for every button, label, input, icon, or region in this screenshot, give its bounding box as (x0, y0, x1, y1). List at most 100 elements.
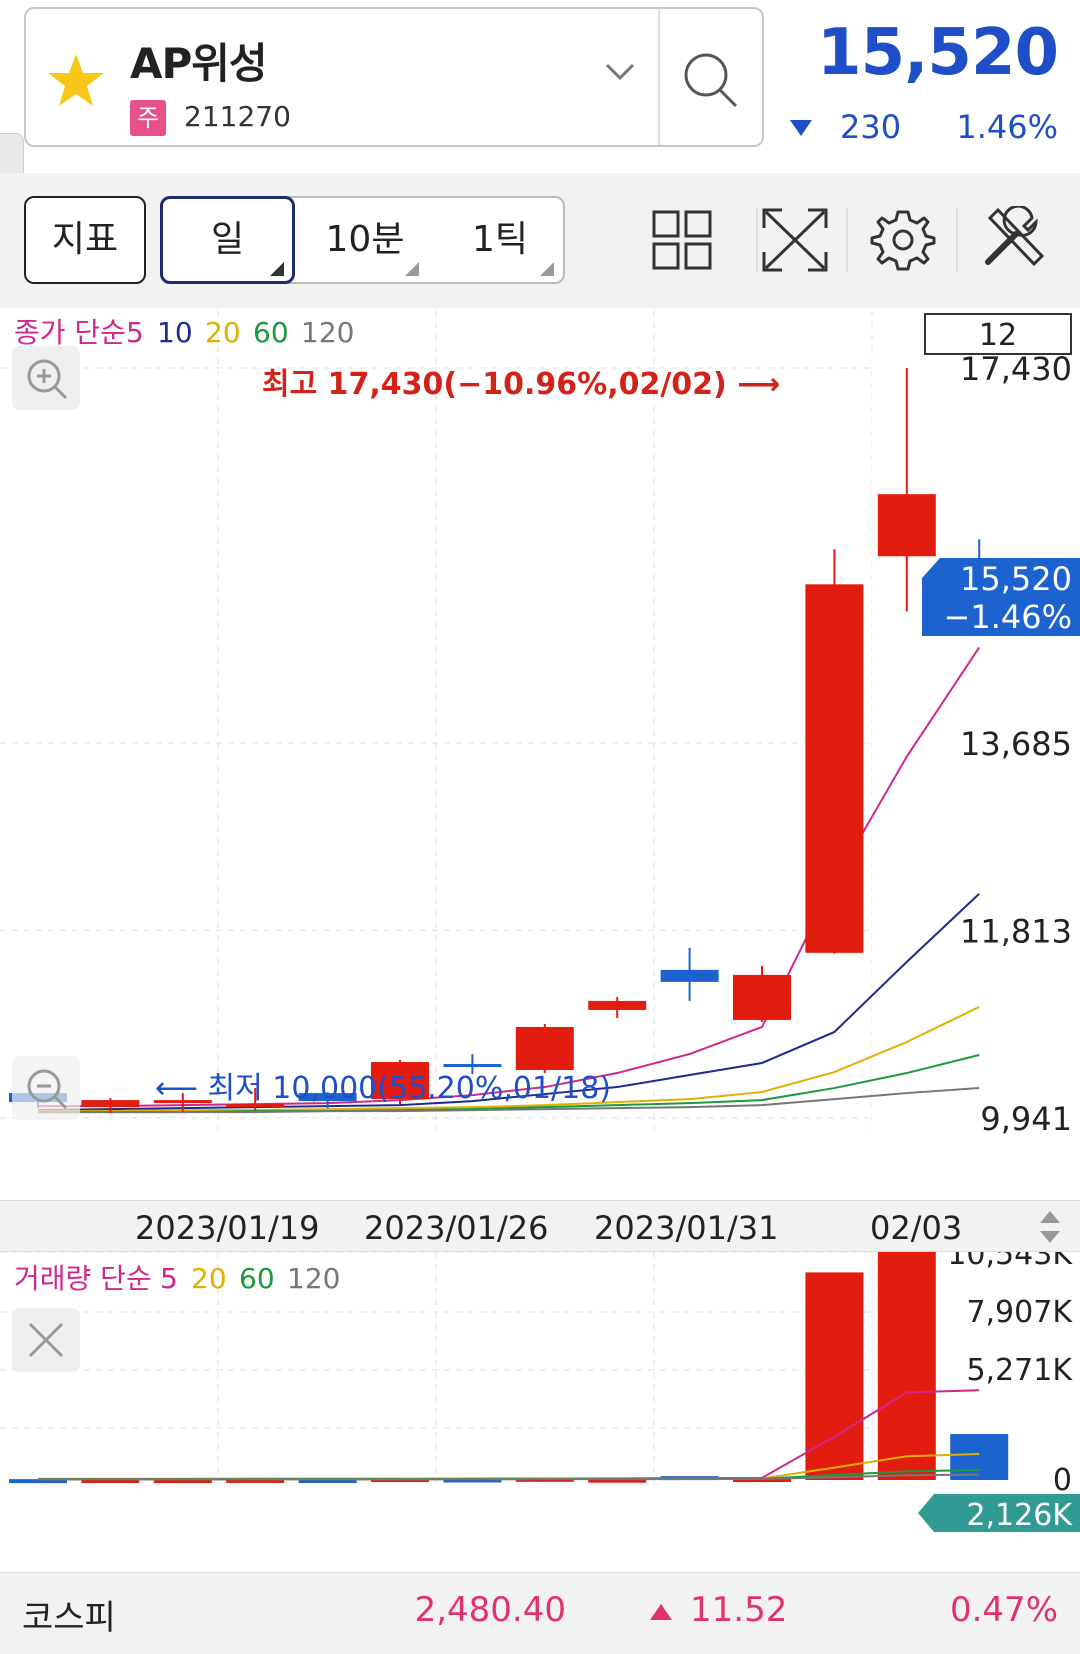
y-tick-label: 17,430 (960, 350, 1072, 388)
period-10min-button[interactable]: 10분 (325, 219, 405, 260)
toolbar-divider (846, 208, 848, 272)
divider (658, 9, 660, 145)
ma-line-20 (38, 1006, 980, 1113)
scroll-arrows-icon[interactable] (1038, 1209, 1062, 1245)
ma-legend-item: 120 (301, 316, 354, 349)
candle-body (298, 1093, 357, 1102)
index-value: 2,480.40 (414, 1590, 566, 1630)
visible-count-box[interactable] (924, 313, 1072, 355)
ma-legend-item: 60 (253, 316, 289, 349)
gear-icon[interactable] (868, 206, 938, 274)
y-tick-label: 11,813 (960, 913, 1072, 951)
price-change-percent: 1.46% (956, 108, 1058, 146)
close-volume-button[interactable] (12, 1308, 80, 1372)
volume-y-tick-label: 0 (1053, 1463, 1072, 1498)
toolbar-divider (756, 208, 758, 272)
x-tick-label: 02/03 (870, 1209, 963, 1247)
dropdown-corner-icon (540, 262, 554, 276)
indicator-button[interactable]: 지표 (24, 196, 146, 284)
ma-legend-item: 5 (126, 316, 144, 349)
volume-ma-lines (38, 1389, 980, 1481)
candles (9, 368, 1009, 1114)
ma-line-10 (37, 893, 980, 1112)
volume-bar (443, 1478, 502, 1483)
volume-bar (805, 1272, 864, 1480)
x-tick-label: 2023/01/31 (594, 1209, 779, 1247)
volume-ma-legend: 5 20 60 120 (160, 1262, 340, 1295)
ma-legend-item: 20 (205, 316, 241, 349)
x-tick-label: 2023/01/26 (364, 1209, 549, 1247)
search-icon[interactable] (660, 9, 762, 145)
candle-body (733, 974, 791, 1020)
up-triangle-icon (650, 1604, 672, 1620)
volume-bar (153, 1479, 212, 1484)
current-volume-tag: 2,126K (966, 1498, 1073, 1533)
zoom-out-button[interactable] (12, 1056, 80, 1120)
zoom-in-button[interactable] (12, 346, 80, 410)
candle-body (660, 969, 719, 982)
price-y-axis: 17,430 13,685 11,813 9,941 (960, 350, 1072, 1138)
volume-ma-legend-item: 20 (191, 1262, 227, 1295)
price-chart[interactable]: 종가 단순 5 10 20 60 120 12 최고 17,430(−10.96%,02… (0, 310, 1080, 1200)
volume-bar (9, 1479, 67, 1484)
y-tick-label: 13,685 (960, 725, 1072, 763)
index-ticker-bar[interactable] (0, 1572, 1080, 1654)
index-percent: 0.47% (949, 1590, 1058, 1630)
ma-legend-item: 10 (157, 316, 193, 349)
fullscreen-icon[interactable] (760, 206, 830, 274)
current-volume-marker: 2,126K (918, 1494, 1080, 1533)
tools-icon[interactable] (980, 206, 1050, 274)
current-price: 15,520 (817, 16, 1059, 90)
toolbar-divider (956, 208, 958, 272)
high-annotation: 최고 17,430(−10.96%,02/02) ⟶ (262, 367, 780, 402)
index-change: 11.52 (690, 1590, 788, 1630)
price-change-value: 230 (840, 108, 902, 146)
grid-layout-icon[interactable] (648, 206, 718, 274)
volume-ma-legend-item: 5 (160, 1262, 178, 1295)
volume-ma-title: 거래량 단순 (14, 1262, 152, 1295)
dropdown-corner-icon (405, 262, 419, 276)
period-1tick-button[interactable]: 1틱 (471, 219, 529, 260)
candle-body (805, 584, 864, 953)
volume-y-tick-label: 7,907K (966, 1295, 1073, 1330)
candle-body (153, 1100, 212, 1104)
volume-bar (877, 1252, 936, 1480)
volume-y-tick-label: 10,543K (947, 1252, 1073, 1272)
chevron-down-icon[interactable] (604, 60, 636, 84)
volume-bar (226, 1478, 285, 1483)
ma-line-120 (38, 1087, 980, 1114)
volume-bar (733, 1478, 791, 1483)
visible-count: 12 (979, 318, 1017, 353)
volume-ma-line-120 (38, 1473, 980, 1481)
low-annotation: ⟵ 최저 10,000(55.20%,01/18) (155, 1071, 611, 1106)
candle-body (81, 1100, 140, 1108)
candle-body (443, 1064, 502, 1068)
stock-name: AP위성 (130, 39, 268, 88)
volume-bar (81, 1479, 140, 1484)
volume-bar (950, 1434, 1009, 1480)
current-price-marker: 15,520 −1.46% (922, 558, 1080, 636)
index-name: 코스피 (22, 1598, 116, 1638)
candle-body (877, 494, 936, 557)
ma-title: 종가 단순 (14, 316, 126, 349)
down-triangle-icon (790, 120, 812, 136)
ma-legend: 5 10 20 60 120 (126, 316, 354, 349)
star-icon[interactable] (46, 52, 106, 108)
x-axis: 2023/01/19 2023/01/26 2023/01/31 02/03 (0, 1200, 1080, 1252)
current-pct-tag: −1.46% (944, 598, 1072, 636)
x-tick-label: 2023/01/19 (135, 1209, 320, 1247)
volume-y-tick-label: 5,271K (966, 1353, 1073, 1388)
volume-ma-legend-item: 60 (239, 1262, 275, 1295)
y-tick-label: 9,941 (980, 1100, 1072, 1138)
period-day-button[interactable]: 일 (160, 196, 295, 284)
market-badge: 주 (130, 100, 166, 136)
volume-bars (9, 1252, 1009, 1484)
stock-code: 211270 (184, 100, 291, 133)
volume-chart[interactable]: 거래량 단순 5 20 60 120 10,543K 7,907K 5,271K 0 2,1… (0, 1252, 1080, 1572)
dropdown-corner-icon (270, 262, 284, 276)
current-price-tag: 15,520 (960, 560, 1072, 598)
volume-bar (588, 1478, 647, 1483)
volume-ma-legend-item: 120 (287, 1262, 340, 1295)
candle-body (515, 1026, 574, 1071)
volume-y-axis: 10,543K 7,907K 5,271K 0 (947, 1252, 1073, 1498)
